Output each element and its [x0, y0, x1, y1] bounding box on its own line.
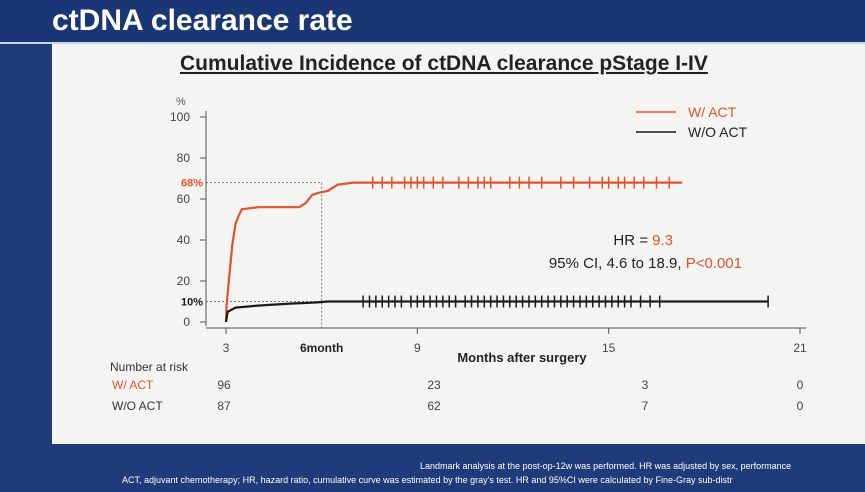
hr-annotation: HR = 9.3: [613, 232, 673, 249]
risk-value: 87: [217, 399, 231, 413]
risk-value: 23: [427, 378, 441, 392]
y-tick-label: 80: [177, 151, 191, 165]
reference-label-10: 10%: [181, 297, 203, 309]
y-tick-label: 20: [177, 274, 191, 288]
reference-label-68: 68%: [181, 178, 203, 190]
footnote-line-1: Landmark analysis at the post-op-12w was…: [420, 461, 792, 471]
x-tick-label: 9: [414, 341, 421, 355]
risk-value: 0: [797, 399, 804, 413]
legend-label-1: W/O ACT: [688, 124, 748, 140]
hr-value: 9.3: [652, 232, 673, 249]
ci-text: 95% CI, 4.6 to 18.9,: [549, 255, 686, 272]
legend-label-0: W/ ACT: [688, 104, 737, 120]
x-tick-label: 15: [602, 341, 616, 355]
slide-title: ctDNA clearance rate: [52, 4, 353, 37]
chart-panel: [52, 44, 865, 444]
x-axis-title: Months after surgery: [457, 350, 587, 365]
title-separator: [0, 42, 865, 44]
p-value: P<0.001: [686, 255, 742, 272]
risk-value: 0: [797, 378, 804, 392]
risk-value: 62: [427, 399, 441, 413]
y-axis-label: %: [176, 96, 186, 108]
y-tick-label: 0: [183, 315, 190, 329]
risk-value: 3: [642, 378, 649, 392]
risk-value: 96: [217, 378, 231, 392]
y-tick-label: 40: [177, 233, 191, 247]
six-month-label: 6month: [300, 341, 343, 355]
chart-subtitle: Cumulative Incidence of ctDNA clearance …: [180, 52, 708, 75]
hr-prefix: HR =: [613, 232, 652, 249]
ci-annotation: 95% CI, 4.6 to 18.9, P<0.001: [549, 255, 742, 272]
x-tick-label: 21: [793, 341, 807, 355]
risk-row-label-0: W/ ACT: [112, 378, 154, 392]
risk-row-label-1: W/O ACT: [112, 399, 163, 413]
series-line-0: [224, 181, 682, 323]
x-tick-label: 3: [223, 341, 230, 355]
risk-table-header: Number at risk: [110, 360, 189, 374]
y-tick-label: 100: [170, 110, 190, 124]
footnote-line-2: ACT, adjuvant chemotherapy; HR, hazard r…: [122, 475, 733, 485]
title-bar: [0, 0, 865, 42]
series-line-1: [224, 300, 769, 323]
risk-value: 7: [642, 399, 649, 413]
y-tick-label: 60: [177, 192, 191, 206]
